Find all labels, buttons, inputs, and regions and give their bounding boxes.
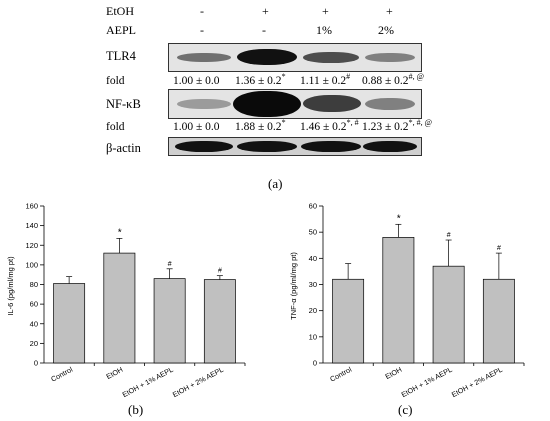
nfkb-blot-image (168, 89, 422, 119)
y-tick-label: 140 (25, 221, 38, 230)
x-tick-label: EtOH + 2% AEPL (450, 365, 504, 399)
bar (332, 278, 365, 364)
condition-label-aepl: AEPL (106, 23, 136, 37)
y-axis-label: IL-6 (pg/ml/mg pt) (6, 256, 15, 316)
condition-value: 1% (316, 23, 332, 37)
bar (382, 237, 415, 364)
blot-row-label-tlr4: TLR4 (106, 49, 136, 63)
fold-value: 1.00 ± 0.0 (173, 121, 220, 133)
x-tick-label: Control (328, 365, 353, 384)
tnfa-chart: TNF-α (pg/ml/mg pt) 0 10 20 30 40 50 60 Control… (289, 202, 525, 399)
x-tick-label: EtOH + 1% AEPL (121, 365, 175, 399)
fold-value: 1.88 ± 0.2* (235, 118, 286, 133)
condition-label-etoh: EtOH (106, 4, 134, 18)
y-axis-label: TNF-α (pg/ml/mg pt) (289, 252, 298, 320)
significance-mark: # (497, 245, 501, 252)
significance-mark: # (218, 268, 222, 275)
significance-mark: # (447, 232, 451, 239)
actin-blot-image (168, 137, 422, 156)
tlr4-blot-image (168, 43, 422, 72)
y-tick-label: 0 (34, 359, 38, 368)
y-tick-label: 80 (30, 280, 38, 289)
condition-value: + (386, 4, 393, 18)
fold-value: 1.36 ± 0.2* (235, 72, 286, 87)
bar (203, 279, 236, 364)
bar (482, 278, 515, 364)
significance-mark: * (117, 227, 122, 238)
condition-value: + (322, 4, 329, 18)
il6-chart: IL-6 (pg/ml/mg pt) 0 20 40 60 80 100 120 140 160… (6, 202, 246, 399)
y-tick-label: 120 (25, 241, 38, 250)
significance-mark: * (396, 213, 401, 224)
blot-row-label-actin: β-actin (106, 141, 141, 155)
y-tick-label: 50 (309, 228, 317, 237)
fold-value: 1.00 ± 0.0 (173, 75, 220, 87)
bar (53, 283, 86, 364)
x-tick-label: EtOH (105, 365, 125, 381)
y-tick-label: 160 (25, 202, 38, 211)
bar (153, 278, 186, 364)
condition-value: + (262, 4, 269, 18)
panel-label-c: (c) (398, 402, 413, 417)
significance-mark: # (168, 261, 172, 268)
fold-value: 1.11 ± 0.2# (300, 72, 351, 87)
x-tick-label: Control (49, 365, 74, 384)
blot-row-label-nfkb: NF-κB (106, 97, 141, 111)
y-tick-label: 100 (25, 260, 38, 269)
fold-value: 1.46 ± 0.2*, # (300, 118, 359, 133)
y-tick-label: 10 (309, 332, 317, 341)
y-tick-label: 40 (309, 254, 317, 263)
x-tick-label: EtOH + 2% AEPL (171, 365, 225, 399)
condition-value: - (200, 23, 204, 37)
condition-value: - (200, 4, 204, 18)
fold-label: fold (106, 75, 125, 87)
fold-value: 0.88 ± 0.2#, @ (362, 72, 424, 87)
y-tick-label: 30 (309, 280, 317, 289)
x-tick-label: EtOH (384, 365, 404, 381)
y-tick-label: 60 (30, 300, 38, 309)
panel-label-a: (a) (268, 176, 283, 191)
fold-value: 1.23 ± 0.2*, #, @ (362, 118, 432, 133)
condition-value: 2% (378, 23, 394, 37)
panel-label-b: (b) (128, 402, 144, 417)
bar (432, 265, 465, 364)
x-tick-label: EtOH + 1% AEPL (400, 365, 454, 399)
y-tick-label: 40 (30, 319, 38, 328)
y-tick-label: 20 (309, 306, 317, 315)
y-tick-label: 20 (30, 339, 38, 348)
bar (103, 252, 136, 364)
y-tick-label: 60 (309, 202, 317, 211)
fold-label: fold (106, 121, 125, 133)
y-tick-label: 0 (313, 359, 317, 368)
condition-value: - (262, 23, 266, 37)
